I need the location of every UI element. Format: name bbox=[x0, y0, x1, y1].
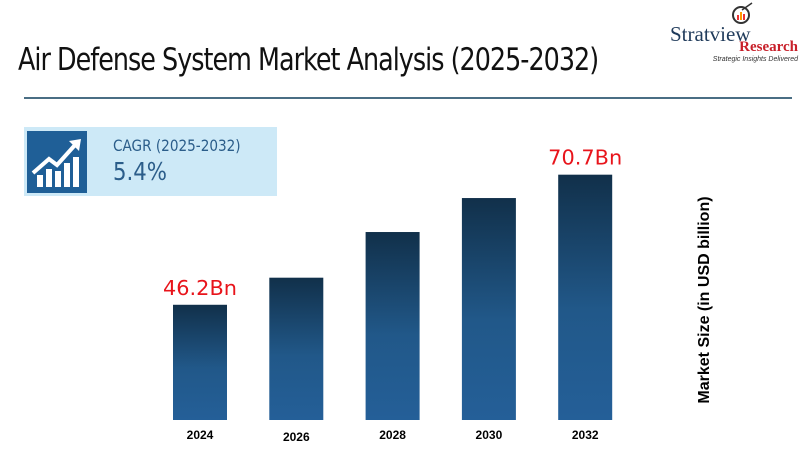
x-tick-label: 2028 bbox=[379, 428, 406, 442]
x-tick-label: 2030 bbox=[476, 428, 503, 442]
bar-2030 bbox=[461, 198, 516, 420]
magnifier-logo-icon bbox=[732, 2, 753, 24]
logo: Stratview Research Strategic Insights De… bbox=[668, 2, 800, 66]
x-tick-label: 2026 bbox=[283, 430, 310, 444]
title-divider bbox=[24, 97, 792, 99]
data-label: 46.2Bn bbox=[163, 276, 237, 300]
y-axis-label: Market Size (in USD billion) bbox=[696, 196, 713, 404]
bar-2032 bbox=[558, 174, 613, 420]
bar-2028 bbox=[365, 232, 420, 420]
x-tick-label: 2024 bbox=[187, 428, 214, 442]
bar-2026 bbox=[269, 277, 324, 420]
data-label: 70.7Bn bbox=[548, 146, 622, 170]
page-title: Air Defense System Market Analysis (2025… bbox=[18, 42, 599, 78]
cagr-box: CAGR (2025-2032) 5.4% bbox=[24, 127, 277, 196]
bar-2024 bbox=[173, 304, 227, 420]
logo-subtext: Research bbox=[739, 39, 798, 55]
growth-chart-icon bbox=[27, 131, 87, 193]
logo-text: Stratview bbox=[670, 22, 751, 46]
cagr-label: CAGR (2025-2032) bbox=[113, 136, 241, 155]
logo-tagline: Strategic Insights Delivered bbox=[712, 56, 798, 63]
x-tick-label: 2032 bbox=[572, 428, 599, 442]
cagr-value: 5.4% bbox=[113, 157, 167, 186]
